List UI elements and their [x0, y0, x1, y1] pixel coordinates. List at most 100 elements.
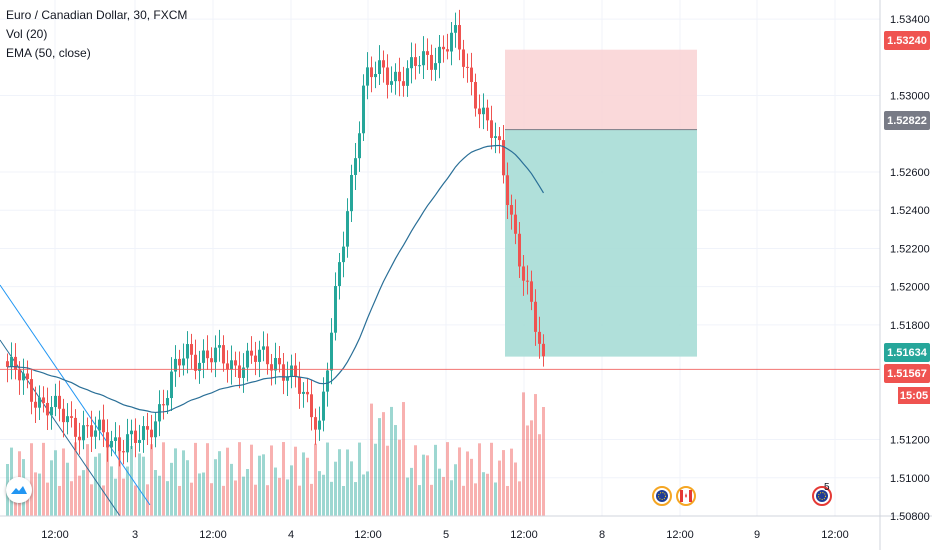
candle-body — [446, 49, 449, 52]
candle-body — [314, 417, 317, 430]
candle-body — [62, 408, 65, 423]
grouped-event-icon[interactable] — [812, 486, 832, 506]
volume-bar — [434, 444, 437, 516]
candle-body — [350, 174, 353, 212]
legend-volume[interactable]: Vol (20) — [6, 27, 48, 41]
volume-bar — [370, 403, 373, 516]
candle-body — [222, 345, 225, 364]
volume-bar — [318, 471, 321, 516]
candle-body — [514, 214, 517, 234]
eu-event-icon[interactable] — [652, 486, 672, 506]
volume-bar — [506, 485, 509, 516]
volume-bar — [94, 456, 97, 516]
candle-body — [10, 356, 13, 367]
candle-body — [170, 371, 173, 399]
last-price-badge: 1.51567 — [884, 364, 930, 383]
candle-body — [134, 430, 137, 443]
volume-bar — [134, 485, 137, 516]
candle-body — [194, 354, 197, 371]
volume-bar — [466, 451, 469, 516]
volume-bar — [246, 469, 249, 516]
candle-body — [474, 82, 477, 109]
entry-price-badge: 1.52822 — [884, 111, 930, 130]
volume-bar — [58, 485, 61, 516]
candle-body — [190, 344, 193, 355]
candle-body — [542, 343, 545, 357]
volume-bar — [298, 485, 301, 516]
candle-body — [130, 430, 133, 435]
candle-body — [454, 25, 457, 33]
volume-bar — [438, 468, 441, 516]
price-axis-label: 1.51000 — [890, 473, 930, 485]
volume-bar — [374, 443, 377, 516]
candle-body — [286, 376, 289, 381]
legend-symbol[interactable]: Euro / Canadian Dollar, 30, FXCM — [6, 8, 188, 22]
candle-body — [462, 49, 465, 67]
candle-body — [518, 233, 521, 267]
volume-bar — [338, 449, 341, 516]
candle-body — [530, 281, 533, 302]
volume-bar — [474, 483, 477, 516]
candle-body — [26, 373, 29, 380]
candle-body — [202, 350, 205, 363]
candle-body — [50, 407, 53, 416]
volume-bar — [214, 459, 217, 516]
legend-ema[interactable]: EMA (50, close) — [6, 46, 91, 60]
logo-icon — [11, 486, 27, 494]
candle-body — [78, 436, 81, 441]
volume-bar — [238, 442, 241, 516]
volume-bar — [362, 474, 365, 516]
eu-flag-icon — [656, 490, 668, 502]
candle-body — [482, 107, 485, 115]
candle-body — [434, 63, 437, 70]
volume-bar — [30, 443, 33, 516]
candle-body — [14, 356, 17, 370]
candle-body — [234, 360, 237, 366]
volume-bar — [446, 442, 449, 516]
volume-bar — [314, 443, 317, 516]
candle-body — [494, 136, 497, 138]
eu-flag-icon — [816, 490, 828, 502]
candle-body — [354, 158, 357, 175]
volume-bar — [538, 434, 541, 516]
volume-bar — [146, 484, 149, 516]
volume-bar — [410, 467, 413, 516]
candle-body — [378, 60, 381, 74]
volume-bar — [38, 473, 41, 516]
candle-body — [242, 367, 245, 378]
volume-bar — [66, 462, 69, 516]
candle-body — [226, 363, 229, 370]
candle-body — [366, 67, 369, 86]
tradingview-logo[interactable] — [6, 477, 32, 503]
time-axis-label: 5 — [443, 529, 449, 541]
canada-flag-icon — [680, 490, 692, 502]
candle-body — [410, 57, 413, 69]
volume-bar — [110, 466, 113, 516]
candle-body — [498, 136, 501, 141]
volume-bar — [290, 465, 293, 516]
volume-bar — [490, 442, 493, 516]
candle-body — [142, 426, 145, 441]
volume-bar — [310, 483, 313, 516]
candle-body — [322, 391, 325, 421]
volume-bar — [46, 482, 49, 516]
candle-body — [122, 451, 125, 453]
candle-body — [110, 440, 113, 448]
volume-bar — [250, 444, 253, 516]
volume-bar — [234, 480, 237, 516]
volume-bar — [278, 477, 281, 516]
volume-bar — [162, 442, 165, 516]
candle-body — [502, 140, 505, 176]
candle-body — [90, 425, 93, 437]
volume-bar — [98, 453, 101, 516]
time-axis-label: 12:00 — [41, 529, 69, 541]
price-axis-label: 1.51800 — [890, 320, 930, 332]
ca-event-icon[interactable] — [676, 486, 696, 506]
volume-bar — [82, 470, 85, 516]
candle-body — [510, 205, 513, 215]
candle-body — [506, 175, 509, 206]
candle-body — [370, 67, 373, 78]
candle-body — [438, 46, 441, 64]
candle-body — [6, 361, 9, 367]
